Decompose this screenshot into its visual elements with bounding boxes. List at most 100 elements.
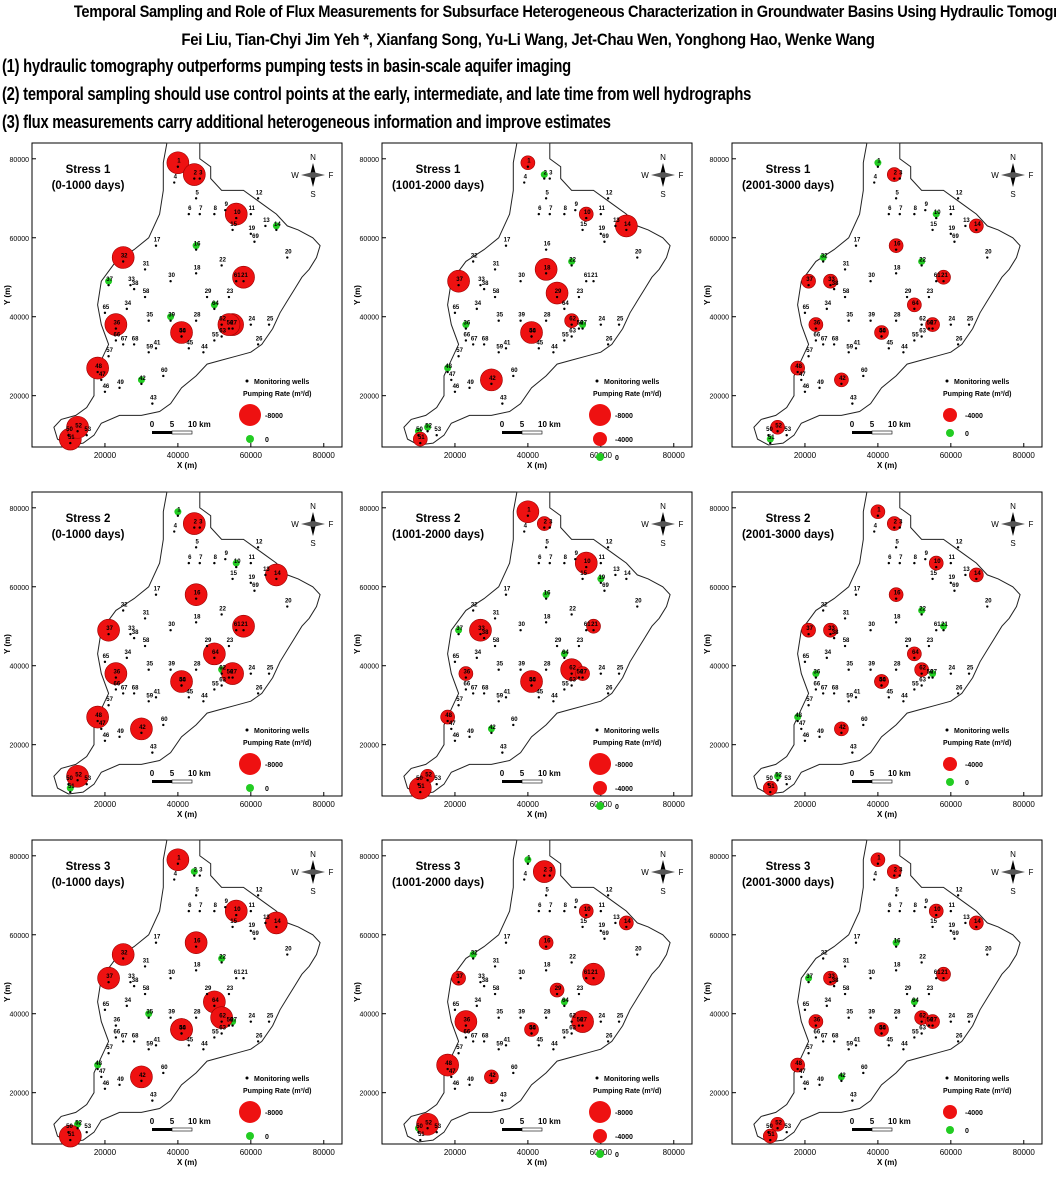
well-id-label: 69 xyxy=(952,583,959,589)
monitoring-well xyxy=(570,335,573,338)
well-id-label: 25 xyxy=(267,1014,274,1020)
well-id-label: 16 xyxy=(194,591,201,597)
legend-monitoring-symbol xyxy=(945,728,949,732)
well-id-label: 44 xyxy=(551,693,558,699)
y-tick-label: 60000 xyxy=(360,933,380,940)
monitoring-well xyxy=(471,343,475,346)
legend-value-label: -8000 xyxy=(265,762,283,769)
well-id-label: 66 xyxy=(114,332,121,338)
monitoring-well xyxy=(526,862,530,865)
monitoring-well xyxy=(894,546,898,549)
well-id-label: 52 xyxy=(425,772,432,778)
scale-label: 0 xyxy=(850,1117,855,1126)
monitoring-well xyxy=(453,311,457,315)
well-id-label: 67 xyxy=(471,685,478,691)
pumping-well-marker xyxy=(823,273,838,289)
monitoring-well xyxy=(493,992,497,996)
scale-label: 5 xyxy=(870,1117,875,1126)
well-id-label: 33 xyxy=(828,277,835,283)
zero-rate-marker xyxy=(424,423,432,431)
well-id-label: 33 xyxy=(478,277,485,283)
monitoring-well xyxy=(96,1067,99,1071)
y-tick-label: 60000 xyxy=(10,236,30,243)
monitoring-well xyxy=(847,319,850,322)
well-id-label: 53 xyxy=(84,1124,91,1130)
compass-n: N xyxy=(310,502,316,511)
monitoring-well xyxy=(220,323,223,326)
well-id-label: 23 xyxy=(577,638,584,644)
monitoring-well xyxy=(563,212,566,216)
map-panel: 2000040000600008000020000400006000080000… xyxy=(350,484,695,824)
well-id-label: 37 xyxy=(806,626,813,632)
monitoring-well xyxy=(898,526,901,529)
pumping-well-marker xyxy=(578,903,594,919)
well-id-label: 7 xyxy=(549,206,553,212)
well-id-label: 69 xyxy=(602,583,609,589)
monitoring-well xyxy=(814,688,818,691)
well-id-label: 15 xyxy=(230,222,237,228)
well-id-label: 68 xyxy=(482,1033,489,1039)
well-id-label: 65 xyxy=(803,305,810,311)
well-id-label: 3 xyxy=(199,868,203,874)
legend-size-symbol xyxy=(593,781,607,795)
monitoring-well xyxy=(471,1040,475,1043)
well-id-label: 56 xyxy=(227,1018,234,1024)
well-id-label: 1 xyxy=(527,856,531,862)
well-id-label: 32 xyxy=(821,253,828,259)
well-id-label: 66 xyxy=(464,1029,471,1035)
well-id-label: 11 xyxy=(599,555,606,561)
monitoring-well xyxy=(614,573,617,577)
monitoring-well xyxy=(147,351,150,354)
well-id-label: 57 xyxy=(806,1045,813,1051)
well-id-label: 60 xyxy=(161,1065,168,1071)
monitoring-well xyxy=(426,430,429,433)
monitoring-well xyxy=(457,1052,460,1055)
well-id-label: 56 xyxy=(927,670,934,676)
monitoring-well xyxy=(504,244,508,247)
monitoring-well xyxy=(894,197,898,200)
monitoring-well xyxy=(548,526,551,529)
well-id-label: 43 xyxy=(150,745,157,751)
well-id-label: 15 xyxy=(230,571,237,577)
y-axis-label: Y (m) xyxy=(3,982,12,1002)
monitoring-well xyxy=(570,672,573,675)
x-tick-label: 40000 xyxy=(867,800,890,809)
well-id-label: 61 xyxy=(934,622,941,628)
compass-n: N xyxy=(1010,502,1016,511)
well-id-label: 43 xyxy=(850,745,857,751)
monitoring-well xyxy=(202,1048,205,1051)
pumping-well-marker xyxy=(66,764,89,788)
compass-s: S xyxy=(310,887,315,896)
monitoring-well xyxy=(471,957,475,960)
monitoring-well xyxy=(275,925,278,929)
zero-rate-marker xyxy=(210,301,218,309)
north-arrow-icon xyxy=(1001,512,1025,536)
monitoring-well xyxy=(924,557,927,561)
legend-size-symbol xyxy=(239,404,261,426)
pumping-well-marker xyxy=(166,848,190,872)
monitoring-well xyxy=(854,244,858,247)
well-id-label: 62 xyxy=(219,317,226,323)
well-id-label: 43 xyxy=(500,1093,507,1099)
well-id-label: 18 xyxy=(194,614,201,620)
well-id-label: 39 xyxy=(868,662,875,668)
monitoring-well xyxy=(501,751,504,754)
monitoring-well xyxy=(213,561,216,565)
monitoring-well xyxy=(169,1016,172,1019)
well-id-label: 64 xyxy=(562,650,569,656)
monitoring-well xyxy=(800,378,803,382)
well-id-label: 16 xyxy=(544,591,551,597)
monitoring-well xyxy=(821,1040,825,1043)
monitoring-well xyxy=(118,735,121,739)
well-id-label: 14 xyxy=(974,571,981,577)
monitoring-well xyxy=(862,1071,865,1075)
pumping-well-marker xyxy=(790,1057,805,1073)
legend-size-symbol xyxy=(246,435,254,443)
well-id-label: 16 xyxy=(894,939,901,945)
pumping-well-marker xyxy=(888,238,904,253)
compass-w: W xyxy=(991,868,999,877)
pumping-well-marker xyxy=(870,504,886,520)
monitoring-well xyxy=(475,656,479,660)
well-id-label: 67 xyxy=(121,685,128,691)
well-id-label: 11 xyxy=(949,555,956,561)
